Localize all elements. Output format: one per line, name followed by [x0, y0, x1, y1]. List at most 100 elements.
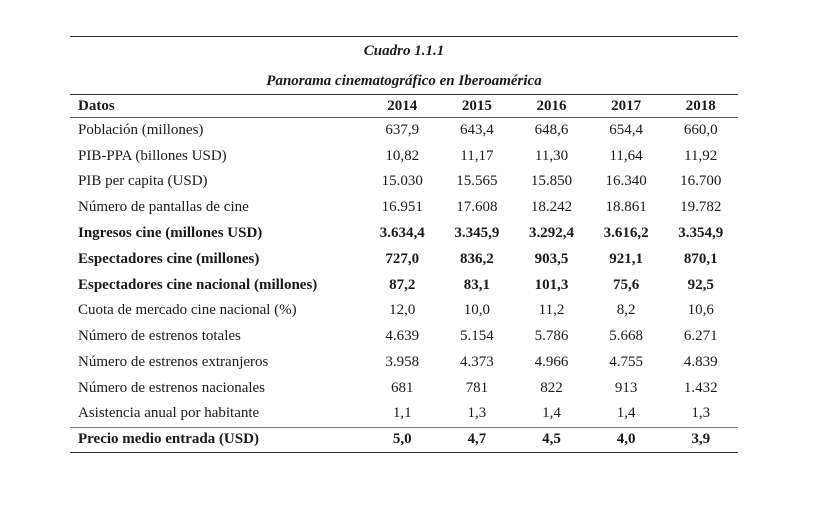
table-cell: 15.030 [381, 173, 423, 190]
row-label: Cuota de mercado cine nacional (%) [78, 302, 297, 319]
column-header-year: 2018 [663, 94, 738, 118]
table-cell: 681 [391, 379, 414, 396]
table-cell: 1.432 [683, 379, 718, 396]
row-label: PIB per capita (USD) [78, 173, 208, 190]
table-cell: 4.966 [534, 354, 569, 371]
table-cell: 15.565 [456, 173, 498, 190]
table-cell: 11,92 [684, 147, 718, 164]
table-cell: 637,9 [385, 122, 420, 139]
table-cell: 3.345,9 [454, 225, 500, 242]
table-number: Cuadro 1.1.1 [363, 43, 445, 59]
table-cell: 836,2 [460, 250, 494, 267]
row-label: Número de estrenos extranjeros [78, 354, 269, 371]
table-cell: 4,7 [439, 426, 515, 454]
table-cell: 17.608 [456, 199, 498, 216]
table-cell: 3.354,9 [678, 225, 724, 242]
table-cell: 4.373 [460, 354, 494, 371]
table-cell: 5.786 [534, 328, 569, 345]
table-cell: 11,17 [460, 147, 494, 164]
table-cell: 11,64 [609, 147, 643, 164]
table-cell: 3,9 [663, 426, 738, 454]
table-cell: 10,0 [463, 302, 491, 319]
table-cell: 16.951 [381, 199, 423, 216]
table-cell: 3.958 [385, 354, 420, 371]
table-row: Ingresos cine (millones USD) 3.634,4 3.345… [70, 221, 738, 247]
table-cell: 16.700 [680, 173, 722, 190]
table-cell: 913 [614, 379, 638, 396]
table-row: Número de estrenos totales 4.639 5.154 5.78… [70, 324, 738, 350]
table-cell: 5.154 [460, 328, 494, 345]
table-cell: 727,0 [385, 250, 420, 267]
table-body: Población (millones) 637,9 643,4 648,6 654,4… [70, 118, 738, 454]
data-table: Datos 2014 2015 2016 2017 2018 Población (mil… [70, 94, 738, 454]
table-row: PIB per capita (USD) 15.030 15.565 15.850 16… [70, 169, 738, 195]
table-cell: 870,1 [683, 250, 718, 267]
table-cell: 10,82 [385, 147, 420, 164]
row-label: Población (millones) [78, 122, 204, 139]
row-label: Ingresos cine (millones USD) [78, 225, 263, 242]
table-cell: 19.782 [680, 199, 722, 216]
table-cell: 822 [540, 379, 563, 396]
table-cell: 1,1 [392, 405, 412, 422]
table-cell: 75,6 [612, 276, 640, 293]
document-table-section: Cuadro 1.1.1 Panorama cinematográfico en… [70, 36, 738, 454]
column-header-year: 2014 [365, 94, 440, 118]
table-cell: 11,2 [538, 302, 565, 319]
table-row: PIB-PPA (billones USD) 10,82 11,17 11,30 11,… [70, 143, 738, 169]
table-row: Cuota de mercado cine nacional (%) 12,0 10… [70, 298, 738, 324]
table-cell: 3.634,4 [379, 225, 425, 242]
table-cell: 1,4 [542, 405, 561, 422]
row-label: Número de estrenos totales [78, 328, 241, 345]
table-title: Panorama cinematográfico en Iberoamérica [266, 73, 542, 89]
table-cell: 781 [465, 379, 489, 396]
column-header-label: Datos [70, 94, 365, 118]
table-cell: 3.292,4 [528, 225, 574, 242]
row-label: PIB-PPA (billones USD) [78, 147, 227, 164]
table-cell: 18.861 [605, 199, 647, 216]
table-cell: 3.616,2 [603, 225, 649, 242]
table-cell: 101,3 [534, 276, 569, 293]
table-row: Precio medio entrada (USD) 5,0 4,7 4,5 4,0 3,… [70, 426, 738, 454]
table-cell: 648,6 [534, 122, 569, 139]
table-cell: 4.839 [683, 354, 718, 371]
table-row: Población (millones) 637,9 643,4 648,6 654,4… [70, 118, 738, 144]
table-row: Asistencia anual por habitante 1,1 1,3 1,4 1… [70, 401, 738, 427]
table-cell: 654,4 [609, 122, 643, 139]
column-header-year: 2016 [514, 94, 589, 118]
table-cell: 660,0 [683, 122, 718, 139]
table-row: Espectadores cine nacional (millones) 87,… [70, 272, 738, 298]
table-cell: 4,5 [514, 426, 589, 454]
table-cell: 643,4 [460, 122, 494, 139]
row-label: Número de pantallas de cine [78, 199, 249, 216]
table-row: Número de pantallas de cine 16.951 17.608 1… [70, 195, 738, 221]
row-label: Número de estrenos nacionales [78, 379, 266, 396]
table-cell: 903,5 [534, 250, 569, 267]
table-cell: 1,3 [467, 405, 487, 422]
table-cell: 5,0 [365, 426, 440, 454]
table-cell: 4,0 [588, 426, 664, 454]
table-row: Número de estrenos nacionales 681 781 822 91… [70, 375, 738, 401]
table-cell: 18.242 [530, 199, 573, 216]
table-cell: 8,2 [616, 302, 636, 319]
row-label: Asistencia anual por habitante [78, 405, 260, 422]
table-row: Espectadores cine (millones) 727,0 836,2 90… [70, 246, 738, 272]
table-cell: 87,2 [389, 276, 416, 293]
table-cell: 6.271 [683, 328, 718, 345]
table-cell: 16.340 [605, 173, 647, 190]
table-cell: 1,3 [691, 405, 711, 422]
table-cell: 92,5 [687, 276, 714, 293]
table-cell: 83,1 [463, 276, 491, 293]
table-cell: 12,0 [389, 302, 416, 319]
table-cell: 4.639 [385, 328, 420, 345]
column-header-year: 2015 [439, 94, 515, 118]
table-cell: 4.755 [609, 354, 643, 371]
top-rule [70, 36, 738, 37]
row-label: Precio medio entrada (USD) [70, 426, 365, 454]
table-cell: 1,4 [616, 405, 636, 422]
table-cell: 11,30 [534, 147, 569, 164]
table-cell: 5.668 [609, 328, 643, 345]
row-label: Espectadores cine nacional (millones) [78, 276, 318, 293]
column-header-year: 2017 [588, 94, 664, 118]
table-cell: 921,1 [609, 250, 643, 267]
header-row: Datos 2014 2015 2016 2017 2018 [70, 94, 738, 118]
